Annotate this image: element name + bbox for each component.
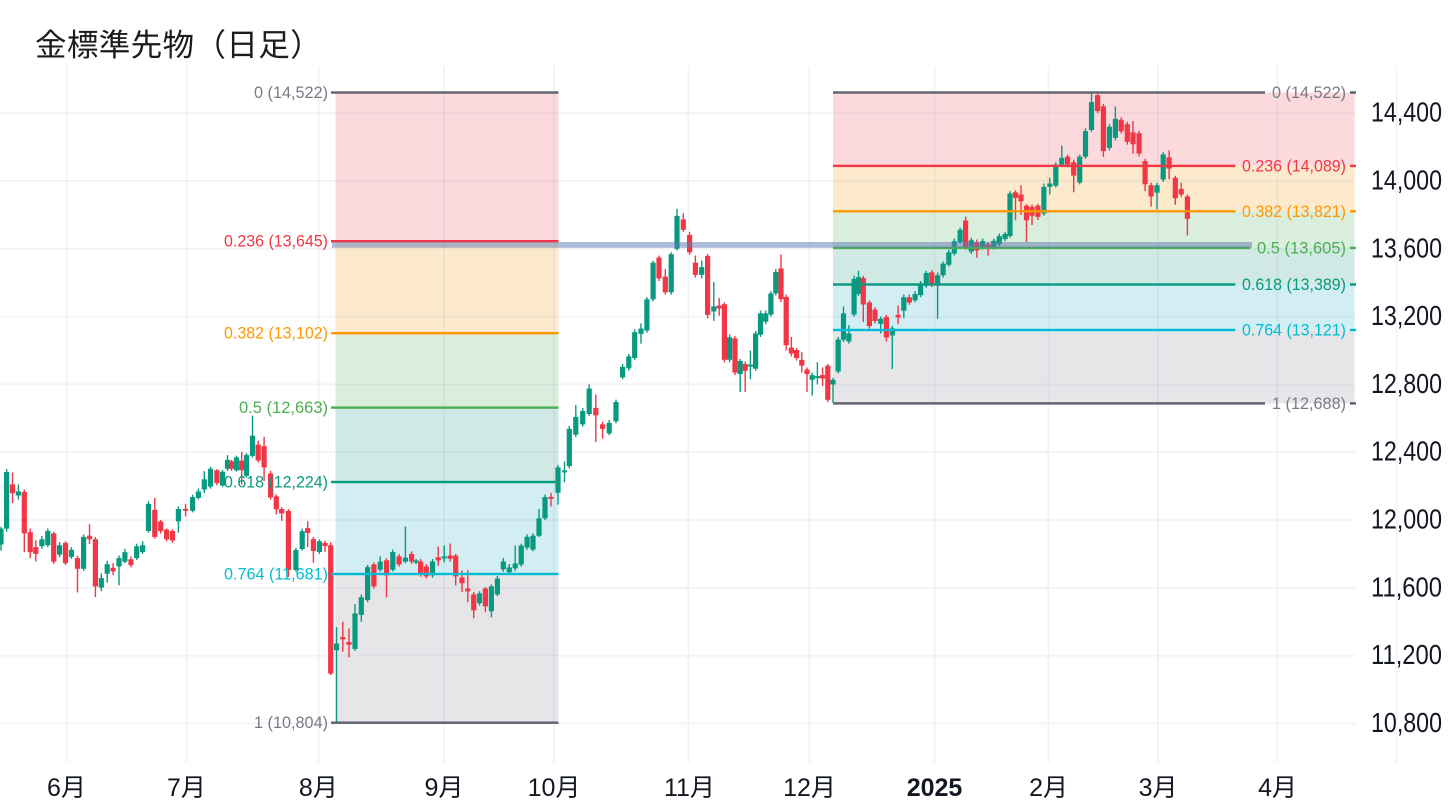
svg-text:0.382 (13,102): 0.382 (13,102) xyxy=(224,325,328,343)
svg-text:0.764 (11,681): 0.764 (11,681) xyxy=(224,566,328,584)
svg-text:11: 11 xyxy=(664,774,690,802)
svg-text:12: 12 xyxy=(783,774,811,802)
svg-text:0 (14,522): 0 (14,522) xyxy=(254,84,328,102)
svg-text:0.5 (13,605): 0.5 (13,605) xyxy=(1257,239,1346,257)
svg-text:0.618 (12,224): 0.618 (12,224) xyxy=(224,474,328,492)
svg-text:0.5 (12,663): 0.5 (12,663) xyxy=(239,399,328,417)
svg-text:7: 7 xyxy=(167,774,181,802)
svg-text:0.236 (14,089): 0.236 (14,089) xyxy=(1242,157,1346,175)
svg-text:10,800: 10,800 xyxy=(1371,707,1442,738)
svg-text:0.618 (13,389): 0.618 (13,389) xyxy=(1242,276,1346,294)
svg-text:0.764 (13,121): 0.764 (13,121) xyxy=(1242,322,1346,340)
svg-text:8: 8 xyxy=(299,774,313,802)
svg-text:12,400: 12,400 xyxy=(1371,436,1442,467)
svg-text:13,600: 13,600 xyxy=(1371,232,1442,263)
svg-text:2: 2 xyxy=(1029,774,1043,802)
svg-text:3: 3 xyxy=(1139,774,1153,802)
svg-text:1 (10,804): 1 (10,804) xyxy=(254,714,328,732)
svg-text:9: 9 xyxy=(424,774,438,802)
svg-text:0 (14,522): 0 (14,522) xyxy=(1272,84,1346,102)
svg-text:11,600: 11,600 xyxy=(1371,571,1442,602)
svg-text:1 (12,688): 1 (12,688) xyxy=(1272,395,1346,413)
svg-text:0.382 (13,821): 0.382 (13,821) xyxy=(1242,203,1346,221)
svg-text:12,000: 12,000 xyxy=(1371,504,1442,535)
svg-text:12,800: 12,800 xyxy=(1371,368,1442,399)
svg-text:6: 6 xyxy=(47,774,61,802)
svg-text:10: 10 xyxy=(528,774,556,802)
svg-text:4: 4 xyxy=(1258,774,1272,802)
svg-text:14,400: 14,400 xyxy=(1371,97,1442,128)
svg-text:13,200: 13,200 xyxy=(1371,300,1442,331)
svg-text:11,200: 11,200 xyxy=(1371,639,1442,670)
svg-text:14,000: 14,000 xyxy=(1371,165,1442,196)
svg-text:0.236 (13,645): 0.236 (13,645) xyxy=(224,233,328,251)
svg-text:2025: 2025 xyxy=(907,774,963,802)
